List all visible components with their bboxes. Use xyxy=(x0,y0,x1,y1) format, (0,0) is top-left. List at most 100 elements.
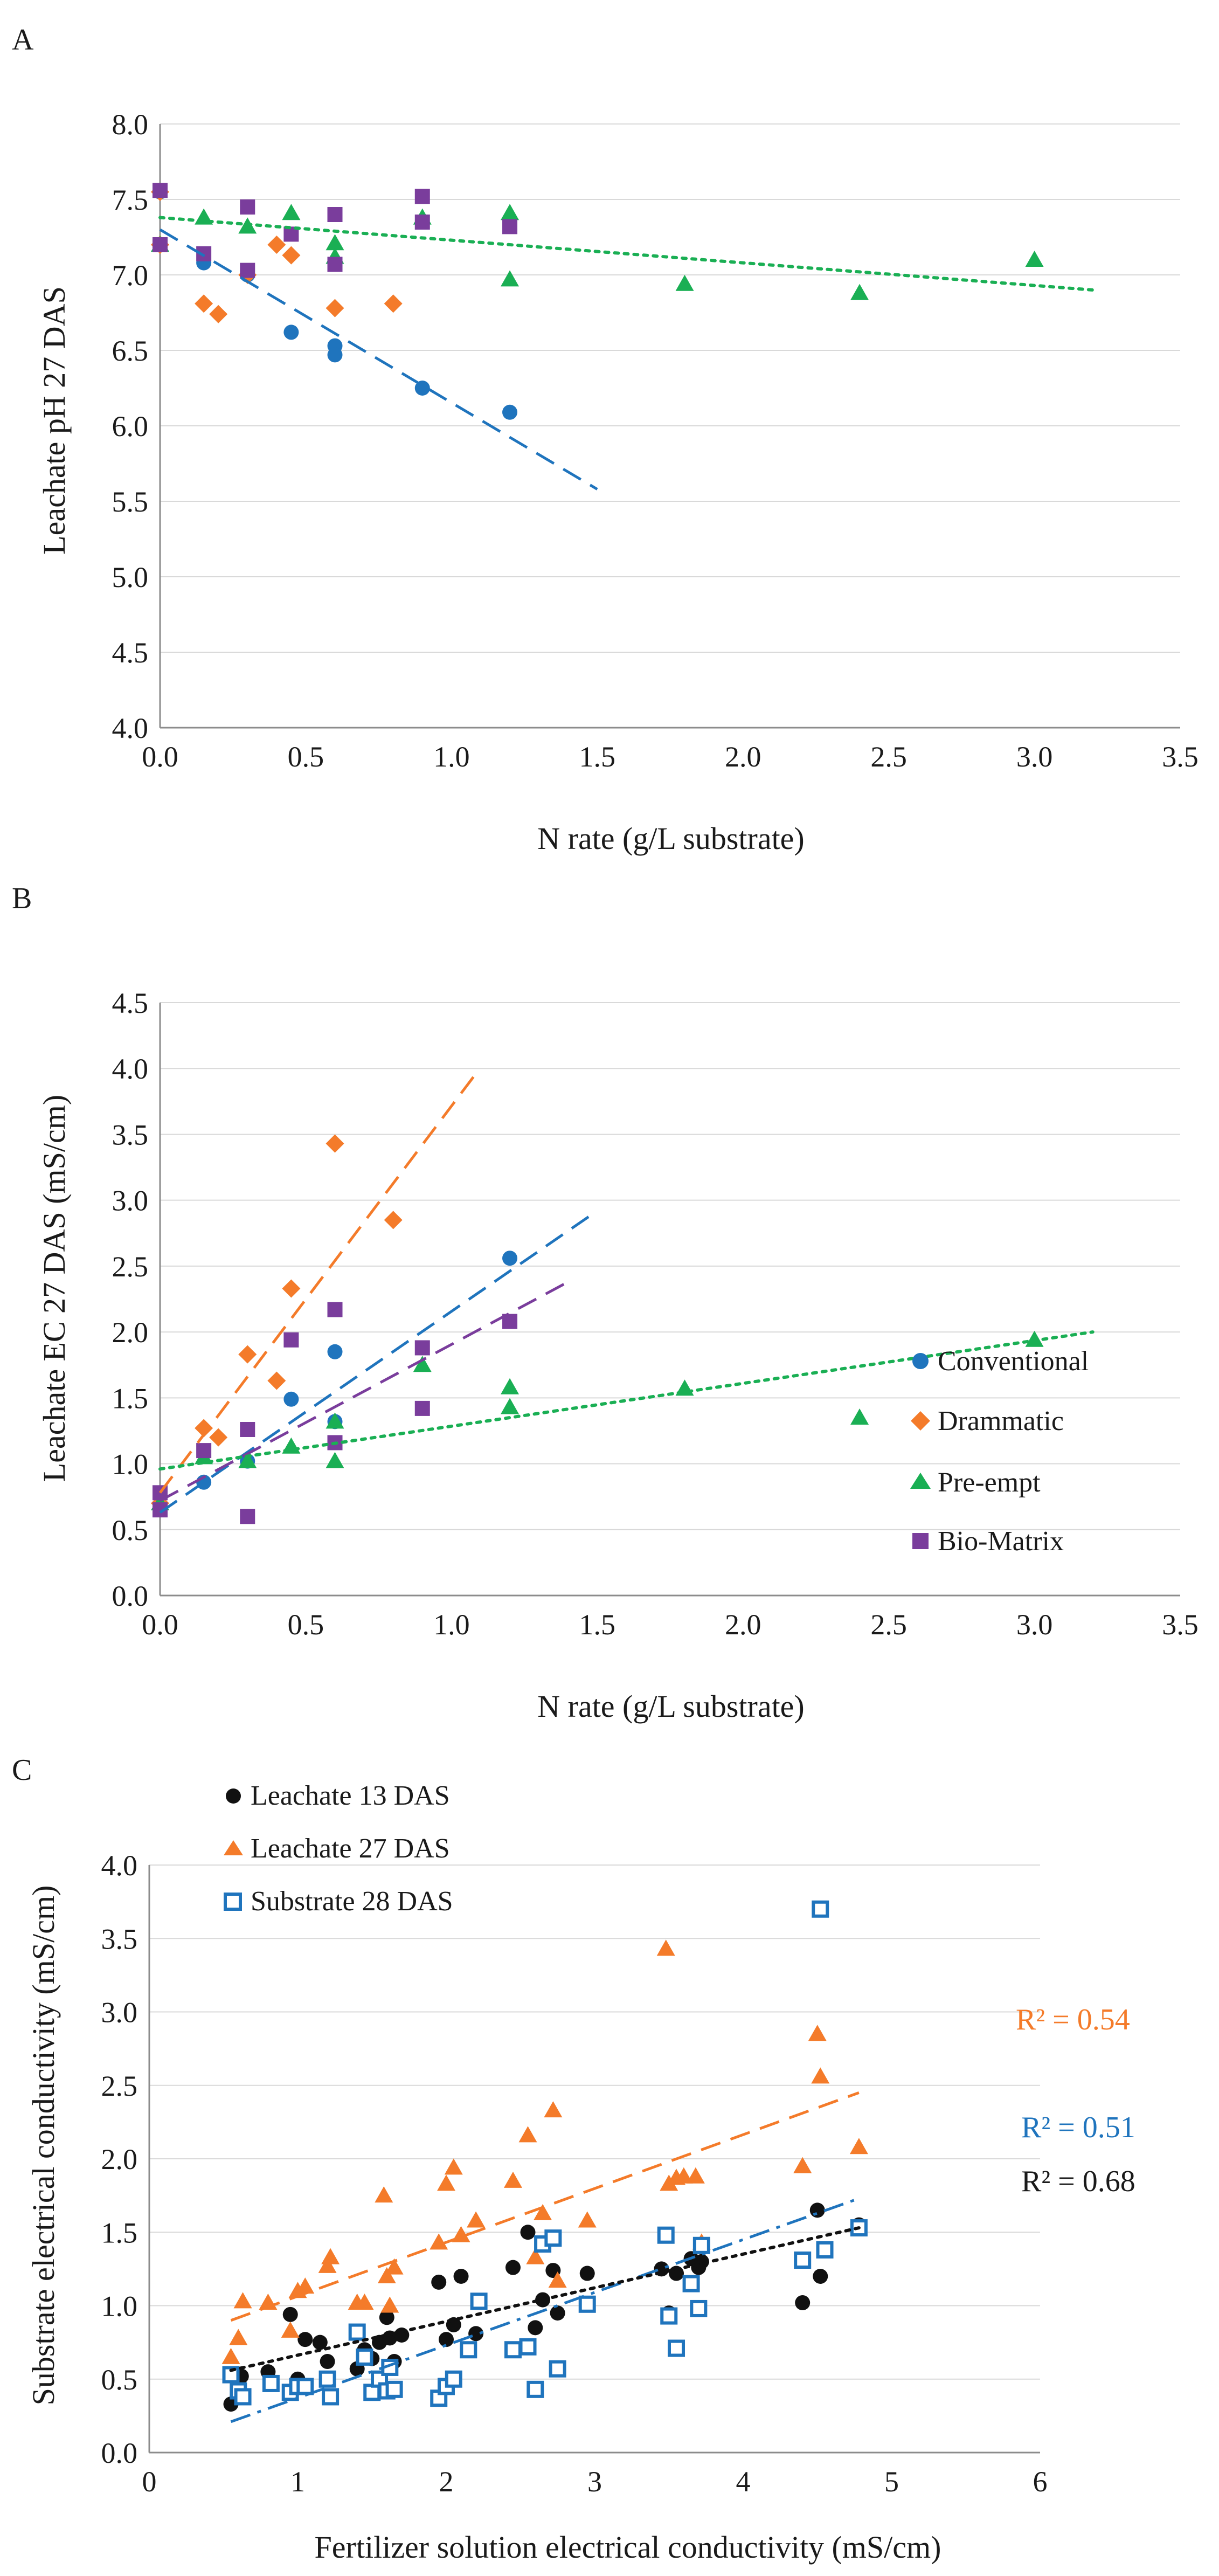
point-b-bio-matrix xyxy=(240,1422,255,1437)
point-a-conventional xyxy=(283,324,299,340)
point-a-pre-empt xyxy=(675,274,694,291)
point-c-substrate-28-das xyxy=(816,2241,834,2259)
point-c-substrate-28-das xyxy=(549,2360,566,2378)
ytick-label-c: 2.5 xyxy=(101,2070,138,2102)
point-a-bio-matrix xyxy=(153,237,168,252)
ytick-label-a: 6.5 xyxy=(112,335,149,367)
chart-b-legend: Conventional Drammatic Pre-empt Bio-Matr… xyxy=(910,1346,1089,1557)
point-b-conventional xyxy=(502,1251,518,1266)
point-a-drammatic xyxy=(325,299,344,317)
ytick-label-c: 3.0 xyxy=(101,1997,138,2029)
point-b-drammatic xyxy=(195,1419,213,1438)
point-a-bio-matrix xyxy=(240,199,255,215)
point-b-drammatic xyxy=(384,1211,403,1230)
legend-marker-substrate28 xyxy=(224,1893,242,1911)
point-a-drammatic xyxy=(209,305,228,323)
point-a-bio-matrix xyxy=(327,257,343,272)
point-c-leachate-27-das xyxy=(503,2171,522,2188)
point-c-leachate-27-das xyxy=(444,2158,463,2175)
ytick-label-c: 1.0 xyxy=(101,2290,138,2323)
point-a-drammatic xyxy=(267,236,286,254)
point-c-leachate-13-das xyxy=(453,2269,469,2284)
point-c-leachate-27-das xyxy=(296,2277,315,2294)
ytick-label-b: 2.0 xyxy=(112,1316,149,1349)
r2-annotation-leachate27: R² = 0.54 xyxy=(1016,2003,1130,2036)
point-b-pre-empt xyxy=(325,1452,344,1468)
ytick-label-b: 3.5 xyxy=(112,1118,149,1151)
trendline-c-leachate-13-das xyxy=(229,2226,861,2372)
trendline-a-conventional xyxy=(159,228,598,491)
point-c-substrate-28-das xyxy=(234,2388,252,2406)
point-c-leachate-13-das xyxy=(579,2266,595,2281)
ytick-label-b: 2.5 xyxy=(112,1251,149,1283)
xtick-label-a: 3.5 xyxy=(1162,741,1199,773)
legend-marker-biomatrix xyxy=(912,1533,929,1549)
ytick-label-b: 3.0 xyxy=(112,1185,149,1217)
point-c-leachate-27-das xyxy=(674,2167,693,2184)
point-b-pre-empt xyxy=(413,1356,432,1372)
ytick-label-c: 3.5 xyxy=(101,1923,138,1955)
point-a-bio-matrix xyxy=(414,215,430,230)
point-c-leachate-27-das xyxy=(544,2101,563,2118)
point-b-bio-matrix xyxy=(240,1509,255,1524)
point-b-pre-empt xyxy=(1025,1330,1044,1347)
ytick-label-a: 6.0 xyxy=(112,410,149,443)
point-c-substrate-28-das xyxy=(356,2348,373,2366)
point-c-leachate-13-das xyxy=(297,2332,313,2347)
point-b-pre-empt xyxy=(501,1378,520,1394)
xtick-label-b: 2.0 xyxy=(725,1608,761,1641)
xtick-label-c: 3 xyxy=(587,2465,602,2498)
xtick-label-c: 5 xyxy=(884,2465,899,2498)
point-b-pre-empt xyxy=(325,1412,344,1429)
chart-b-plot: 0.0 0.5 1.0 1.5 2.0 2.5 3.0 3.5 4.0 4.5 0.0 0.5 1.0 1… xyxy=(112,987,1199,1641)
point-a-conventional xyxy=(502,404,518,420)
legend-marker-leachate13 xyxy=(226,1788,241,1804)
trendline-b-bio-matrix xyxy=(159,1281,569,1502)
point-c-leachate-27-das xyxy=(518,2126,537,2143)
ytick-label-c: 0.5 xyxy=(101,2364,138,2396)
point-c-substrate-28-das xyxy=(460,2341,477,2359)
point-b-drammatic xyxy=(238,1345,257,1364)
xtick-label-b: 3.0 xyxy=(1016,1608,1053,1641)
legend-label-leachate13: Leachate 13 DAS xyxy=(251,1780,450,1811)
point-a-bio-matrix xyxy=(240,263,255,278)
ytick-label-a: 4.5 xyxy=(112,637,149,669)
xtick-label-b: 3.5 xyxy=(1162,1608,1199,1641)
ytick-label-a: 8.0 xyxy=(112,108,149,141)
legend-label-biomatrix: Bio-Matrix xyxy=(938,1526,1064,1557)
point-c-leachate-13-das xyxy=(813,2269,828,2284)
chart-a-plot: 4.0 4.5 5.0 5.5 6.0 6.5 7.0 7.5 8.0 0.0 0.5 1.0 1.5 2… xyxy=(112,108,1199,773)
xtick-label-a: 0.5 xyxy=(288,741,324,773)
point-a-bio-matrix xyxy=(153,183,168,198)
point-c-leachate-27-das xyxy=(452,2226,470,2242)
legend-marker-leachate27 xyxy=(224,1840,243,1855)
xtick-label-b: 0.5 xyxy=(288,1608,324,1641)
xtick-label-a: 3.0 xyxy=(1016,741,1053,773)
legend-label-conventional: Conventional xyxy=(938,1346,1089,1377)
point-c-leachate-27-das xyxy=(430,2233,448,2250)
point-b-drammatic xyxy=(282,1279,301,1298)
point-c-leachate-27-das xyxy=(437,2174,455,2191)
point-a-drammatic xyxy=(384,294,403,313)
point-c-leachate-13-das xyxy=(320,2354,335,2370)
point-c-leachate-27-das xyxy=(221,2347,240,2364)
point-c-substrate-28-das xyxy=(812,1900,829,1918)
legend-label-drammatic: Drammatic xyxy=(938,1406,1064,1437)
chart-c-legend: Leachate 13 DAS Leachate 27 DAS Substrat… xyxy=(224,1780,453,1917)
point-c-leachate-27-das xyxy=(578,2211,597,2228)
xtick-label-a: 1.5 xyxy=(579,741,616,773)
point-c-leachate-27-das xyxy=(318,2256,337,2273)
point-b-conventional xyxy=(327,1344,343,1359)
ytick-label-a: 5.0 xyxy=(112,561,149,593)
chart-c-ylabel: Substrate electrical conductivity (mS/cm… xyxy=(26,1886,61,2406)
ytick-label-a: 4.0 xyxy=(112,712,149,744)
point-c-leachate-27-das xyxy=(849,2138,868,2154)
xtick-label-a: 2.0 xyxy=(725,741,761,773)
point-a-pre-empt xyxy=(850,284,869,300)
panel-a: A 4.0 4.5 5.0 5.5 6.0 6.5 7.0 7.5 8.0 0.0 0.5 1.0 1.… xyxy=(12,23,1199,856)
xtick-label-c: 4 xyxy=(736,2465,751,2498)
chart-c-xlabel: Fertilizer solution electrical conductiv… xyxy=(315,2530,941,2565)
xtick-label-c: 6 xyxy=(1033,2465,1048,2498)
ytick-label-c: 2.0 xyxy=(101,2143,138,2176)
